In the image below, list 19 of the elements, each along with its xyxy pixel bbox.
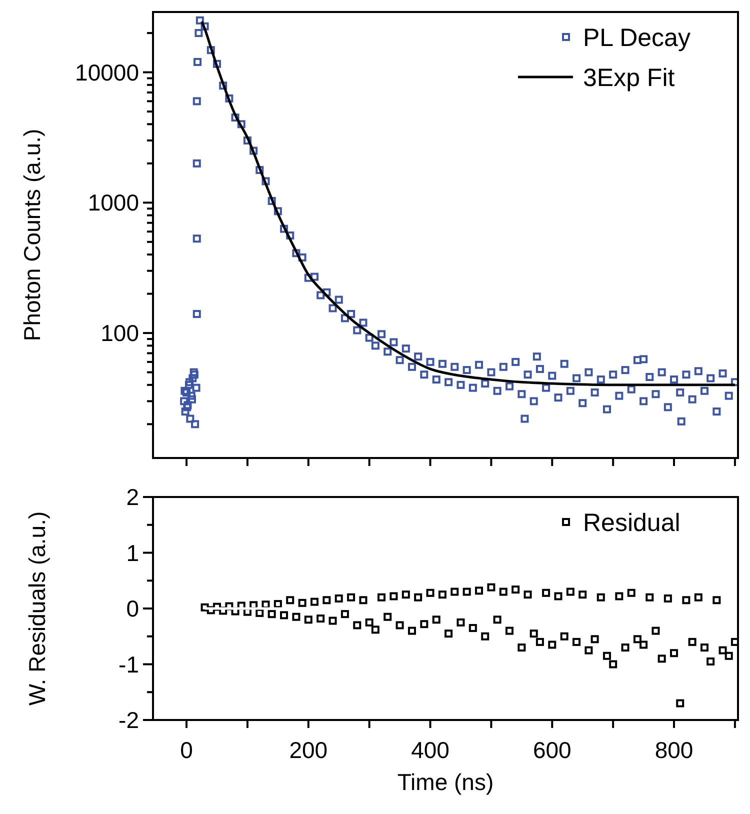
x-tick-label: 200 — [289, 737, 328, 763]
y-axis-title: W. Residuals (a.u.) — [24, 511, 50, 706]
x-tick-label: 800 — [654, 737, 694, 763]
x-tick-label: 0 — [180, 737, 193, 763]
y-tick-label: -1 — [118, 651, 139, 678]
y-tick-label: -2 — [118, 707, 139, 734]
y-tick-label: 1000 — [88, 190, 139, 216]
legend-label: 3Exp Fit — [583, 64, 675, 92]
y-tick-label: 1 — [126, 540, 139, 566]
y-tick-label: 2 — [126, 484, 139, 510]
x-tick-label: 600 — [532, 737, 572, 763]
x-axis-title: Time (ns) — [397, 769, 494, 795]
legend-label: Residual — [583, 508, 680, 537]
x-tick-label: 400 — [411, 737, 450, 763]
y-axis-title: Photon Counts (a.u.) — [19, 128, 45, 342]
y-tick-label: 100 — [100, 320, 139, 346]
legend-label: PL Decay — [583, 24, 691, 52]
y-tick-label: 10000 — [75, 59, 139, 86]
y-tick-label: 0 — [126, 596, 139, 622]
